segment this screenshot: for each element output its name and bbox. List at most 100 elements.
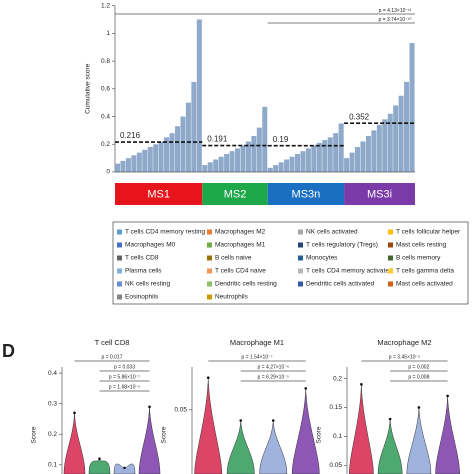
violin-max-point [123, 466, 126, 470]
bar [371, 130, 377, 172]
bar [180, 116, 186, 172]
y-tick-label: 0.8 [101, 58, 110, 65]
bar [240, 145, 246, 172]
comparison-label: p = 4.27×10⁻⁶ [258, 364, 289, 370]
violin-max-point [239, 419, 243, 422]
bar [316, 142, 322, 172]
comparison-label: p = 1.54×10⁻⁷ [241, 354, 272, 360]
bar [404, 81, 410, 172]
bar [224, 153, 230, 172]
violin-max-point [446, 394, 449, 398]
legend-label: T cells follicular helper [396, 229, 461, 236]
legend-swatch [117, 268, 122, 274]
legend-label: Mast cells activated [396, 281, 453, 288]
violin-max-point [148, 405, 151, 409]
legend-label: B cells naive [215, 255, 252, 262]
bar [164, 137, 170, 172]
violin [194, 377, 223, 474]
y-tick-label: 0.2 [101, 141, 110, 148]
y-tick-label: 0.4 [48, 370, 57, 377]
legend-label: NK cells activated [306, 229, 358, 236]
legend-swatch [388, 268, 393, 274]
legend-swatch [298, 229, 303, 235]
legend-swatch [117, 281, 122, 287]
legend-label: T cells gamma delta [396, 268, 454, 275]
bar [175, 126, 181, 172]
bar [382, 119, 388, 172]
violin-max-point [271, 419, 275, 422]
bar [125, 158, 131, 172]
y-tick-label: 0.2 [48, 431, 57, 438]
y-axis-label: Score [161, 426, 168, 443]
comparison-label: p = 0.002 [408, 364, 429, 370]
bar [278, 162, 284, 172]
y-axis-label: Score [31, 426, 38, 443]
legend-label: T cells CD4 memory resting [125, 229, 205, 236]
bar [305, 148, 311, 172]
bar [185, 102, 191, 172]
legend-swatch [207, 281, 212, 287]
panel-label: D [2, 341, 15, 361]
legend-label: Dendritic cells activated [306, 281, 375, 288]
comparison-label: p = 3.45×10⁻⁵ [389, 354, 420, 360]
comparison-label: p = 0.033 [114, 364, 135, 370]
group-label: MS3n [292, 188, 321, 200]
violin-max-point [388, 417, 392, 421]
group-band [202, 183, 268, 205]
violin [226, 420, 255, 474]
legend-swatch [298, 268, 303, 274]
bar [191, 81, 197, 172]
violin [291, 388, 320, 474]
group-band [267, 183, 345, 205]
bar [218, 156, 224, 172]
y-tick-label: 0.3 [48, 400, 57, 407]
legend-swatch [207, 242, 212, 248]
bar [207, 162, 213, 172]
bar [393, 105, 399, 172]
violin [63, 412, 86, 474]
legend-label: Macrophages M2 [215, 229, 266, 236]
violin-max-point [304, 387, 308, 390]
comparison-label: p = 3.74×10⁻¹⁰ [378, 17, 411, 23]
comparison-label: p = 1.68×10⁻⁵ [109, 384, 140, 390]
bar [142, 149, 148, 172]
legend-swatch [298, 242, 303, 248]
y-tick-label: 1 [106, 30, 110, 37]
bar [376, 124, 382, 172]
y-tick-label: 0.4 [101, 113, 110, 120]
y-tick-label: 0.1 [333, 433, 342, 440]
legend-label: B cells memory [396, 255, 441, 262]
group-label: MS1 [147, 188, 170, 200]
y-axis-label: Cumulative score [85, 63, 92, 114]
y-tick-label: 0.6 [101, 86, 110, 93]
mean-label: 0.191 [207, 135, 228, 144]
y-tick-label: 0.05 [174, 407, 187, 414]
legend-label: Mast cells resting [396, 242, 447, 249]
bar [262, 106, 268, 172]
bar [300, 151, 306, 172]
legend-label: T cells regulatory (Tregs) [306, 242, 378, 249]
bar [365, 135, 371, 172]
bar [131, 155, 137, 172]
legend-label: Neutrophils [215, 294, 249, 301]
y-tick-label: 0.15 [329, 404, 342, 411]
violin [349, 384, 374, 474]
y-tick-label: 0.2 [333, 375, 342, 382]
bar [229, 151, 235, 172]
y-tick-label: 1.2 [101, 2, 110, 9]
bar [153, 144, 159, 172]
bar [273, 165, 279, 172]
y-axis-label: Score [316, 426, 323, 443]
bar [387, 113, 393, 172]
legend-label: T cells CD8 [125, 255, 159, 262]
violin [435, 395, 460, 474]
legend-swatch [207, 268, 212, 274]
bar [333, 133, 339, 172]
legend-swatch [117, 229, 122, 235]
legend-swatch [298, 281, 303, 287]
bar [235, 148, 241, 172]
legend-swatch [207, 229, 212, 235]
violin-max-point [417, 406, 421, 409]
legend-swatch [388, 255, 393, 261]
